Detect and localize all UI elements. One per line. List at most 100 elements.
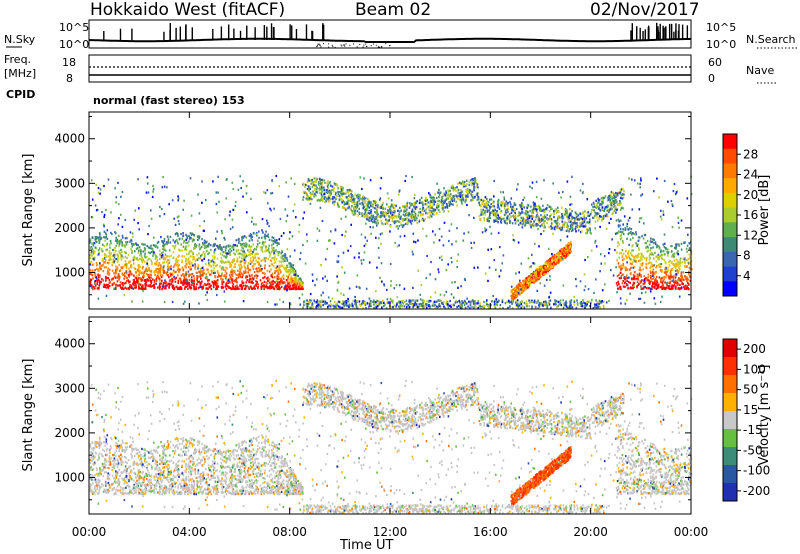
power-echo-cell [633, 277, 635, 281]
power-echo-cell [494, 213, 497, 216]
power-echo-cell [677, 250, 679, 253]
power-echo-cell [253, 232, 255, 235]
power-echo-cell [268, 255, 271, 258]
power-echo-cell [364, 200, 367, 203]
power-echo-cell [146, 272, 148, 276]
power-echo-cell [138, 264, 141, 267]
power-echo-cell [542, 270, 544, 273]
power-echo-cell [321, 184, 323, 187]
power-echo-cell [576, 222, 578, 225]
power-echo-cell [109, 239, 112, 243]
power-echo-cell [676, 259, 679, 262]
power-echo-cell [178, 237, 181, 240]
power-echo-cell [103, 253, 106, 256]
power-echo-cell [461, 194, 464, 197]
power-echo-cell [252, 255, 254, 258]
power-echo-cell [529, 222, 531, 225]
noise-search-dot [328, 46, 330, 48]
power-echo-cell [143, 287, 145, 290]
power-echo-cell [624, 227, 627, 230]
power-echo-cell [144, 256, 147, 259]
power-echo-cell [274, 253, 276, 256]
power-echo-cell [190, 268, 192, 271]
power-echo-cell [125, 243, 128, 246]
power-echo-cell [248, 244, 251, 247]
power-echo-cell [276, 269, 278, 272]
power-echo-cell [108, 284, 111, 288]
power-echo-cell [275, 283, 278, 286]
power-echo-cell [157, 271, 159, 274]
power-echo-cell [514, 214, 517, 217]
power-echo-cell [253, 263, 255, 266]
power-echo-cell [557, 206, 559, 209]
power-echo-cell [538, 217, 541, 220]
power-echo-cell [580, 223, 582, 227]
power-echo-cell [118, 278, 120, 281]
power-echo-cell [554, 221, 557, 224]
power-echo-cell [320, 182, 323, 185]
power-echo-cell [424, 199, 427, 203]
power-echo-cell [368, 212, 370, 215]
power-echo-cell [561, 224, 564, 227]
power-echo-cell [115, 239, 118, 243]
power-echo-cell [296, 284, 298, 287]
power-echo-cell [666, 268, 668, 271]
power-echo-cell [237, 273, 239, 276]
power-echo-cell [142, 284, 144, 287]
power-echo-cell [510, 211, 513, 214]
power-echo-cell [141, 267, 144, 270]
power-echo-cell [279, 282, 282, 285]
power-echo-cell [521, 218, 524, 221]
power-echo-cell [526, 210, 529, 213]
power-echo-cell [628, 227, 631, 230]
power-echo-cell [620, 268, 622, 271]
power-echo-cell [627, 287, 630, 290]
power-echo-cell [644, 281, 646, 284]
power-echo-cell [373, 200, 376, 203]
power-echo-cell [432, 209, 435, 212]
power-echo-cell [92, 263, 95, 266]
power-echo-cell [494, 218, 497, 221]
power-echo-cell [272, 247, 275, 250]
power-echo-cell [121, 241, 123, 244]
power-echo-cell [675, 258, 677, 261]
power-echo-cell [200, 277, 202, 280]
power-echo-cell [156, 256, 158, 259]
power-echo-cell [229, 262, 231, 265]
power-echo-cell [177, 255, 179, 258]
power-echo-cell [198, 252, 200, 255]
power-echo-cell [181, 267, 183, 270]
power-echo-cell [119, 286, 122, 289]
power-echo-cell [175, 276, 178, 279]
power-echo-cell [646, 279, 648, 282]
power-echo-cell [342, 188, 344, 191]
power-echo-cell [596, 216, 598, 219]
power-echo-cell [247, 249, 249, 252]
power-echo-cell [230, 264, 233, 267]
power-echo-cell [192, 258, 194, 261]
power-echo-cell [233, 258, 235, 261]
power-echo-cell [468, 188, 471, 191]
power-echo-cell [455, 189, 457, 193]
power-echo-cell [332, 201, 334, 204]
power-echo-cell [601, 218, 604, 221]
power-echo-cell [620, 264, 622, 267]
power-echo-cell [388, 219, 390, 222]
power-echo-cell [296, 279, 298, 282]
power-echo-cell [99, 235, 101, 239]
power-echo-cell [565, 215, 568, 218]
power-echo-cell [280, 256, 282, 259]
power-echo-cell [101, 257, 104, 260]
power-echo-cell [166, 235, 169, 238]
power-echo-cell [668, 261, 670, 264]
power-echo-cell [243, 254, 246, 257]
power-echo-cell [556, 224, 558, 227]
power-echo-cell [126, 279, 128, 282]
power-echo-cell [440, 201, 442, 204]
power-echo-cell [354, 212, 356, 215]
power-echo-cell [539, 273, 541, 276]
power-echo-cell [167, 263, 169, 266]
power-echo-cell [308, 185, 310, 188]
power-echo-cell [205, 284, 208, 287]
power-echo-cell [472, 180, 474, 183]
